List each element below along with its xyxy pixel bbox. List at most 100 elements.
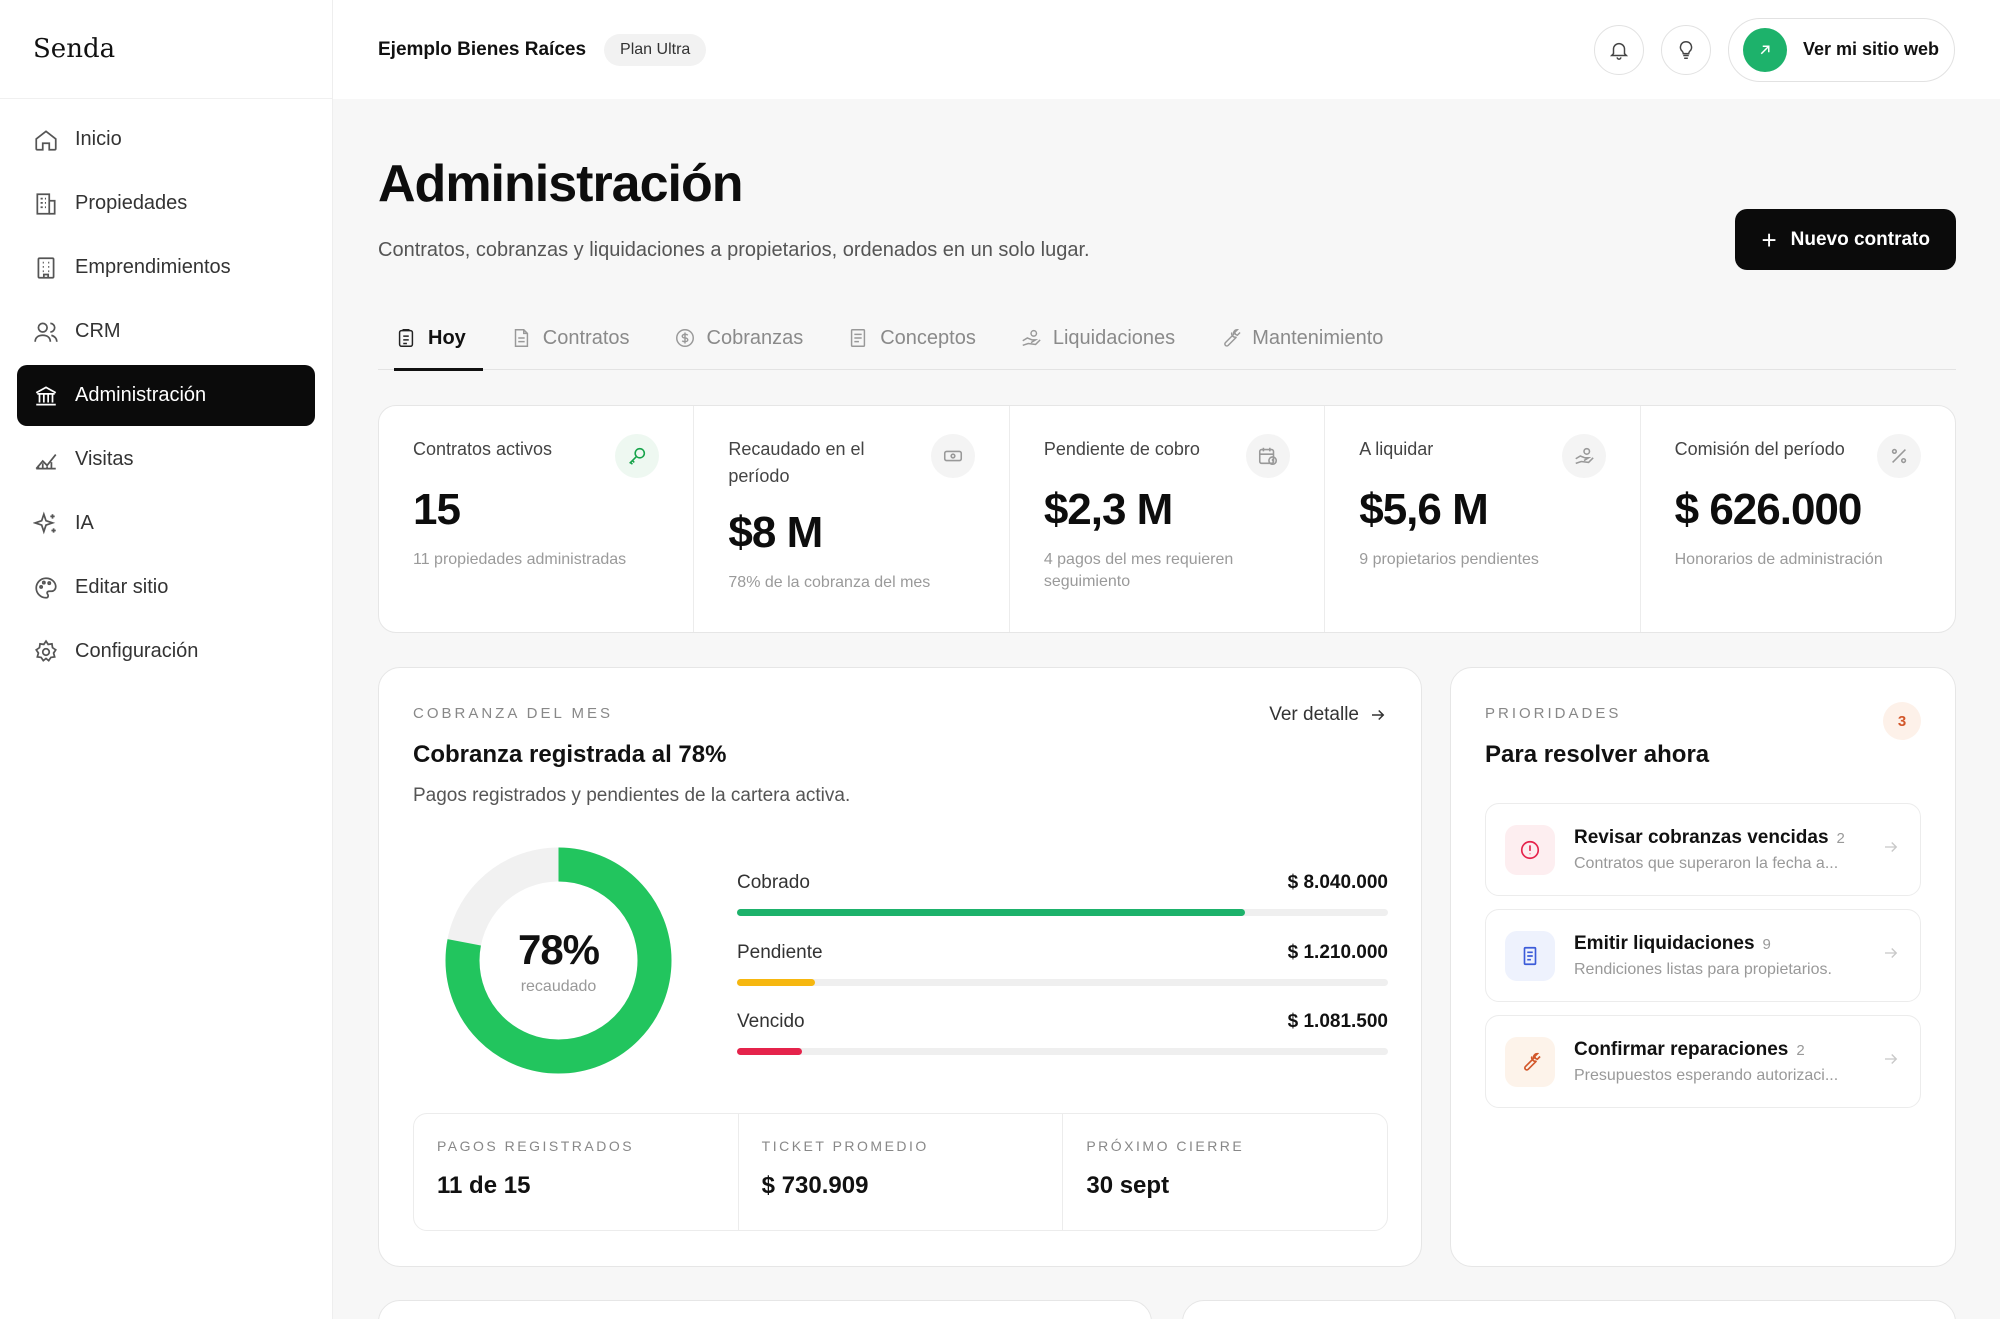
sidebar-item-editar-sitio[interactable]: Editar sitio bbox=[17, 557, 315, 618]
kpi-label: A liquidar bbox=[1359, 439, 1434, 459]
tab-conceptos[interactable]: Conceptos bbox=[830, 307, 993, 370]
bar-track bbox=[737, 1048, 1388, 1055]
stat-pagos-registrados: PAGOS REGISTRADOS 11 de 15 bbox=[414, 1114, 739, 1230]
next-card-peek bbox=[378, 1300, 1152, 1319]
task-count: 2 bbox=[1796, 1041, 1805, 1059]
clipboard-icon bbox=[398, 329, 414, 347]
kpi-note: 9 propietarios pendientes bbox=[1359, 551, 1539, 568]
arrow-right-icon bbox=[1372, 709, 1385, 721]
view-site-button[interactable]: Ver mi sitio web bbox=[1727, 17, 1955, 82]
tab-label: Mantenimiento bbox=[1252, 326, 1384, 349]
bar-cobrado: Cobrado $ 8.040.000 bbox=[737, 872, 1388, 916]
task-emitir-liquidaciones[interactable]: Emitir liquidaciones 9 Rendiciones listas… bbox=[1485, 909, 1921, 1002]
sidebar-item-label: Configuración bbox=[75, 640, 199, 662]
task-body: Confirmar reparaciones 2 Presupuestos esp… bbox=[1574, 1039, 1882, 1085]
kpi-label: Comisión del período bbox=[1674, 439, 1845, 459]
tab-liquidaciones[interactable]: Liquidaciones bbox=[1003, 307, 1192, 370]
tab-mantenimiento[interactable]: Mantenimiento bbox=[1202, 307, 1400, 370]
stat-value: 11 de 15 bbox=[437, 1172, 531, 1199]
stat-label: PRÓXIMO CIERRE bbox=[1086, 1138, 1245, 1154]
bar-fill bbox=[737, 1048, 803, 1055]
document-icon bbox=[514, 329, 528, 347]
kpi-card: Recaudado en el período $8 M 78% de la c… bbox=[694, 406, 1010, 632]
arrow-right-icon bbox=[1882, 944, 1900, 967]
stat-value: 30 sept bbox=[1086, 1172, 1170, 1199]
sidebar-item-label: Visitas bbox=[75, 448, 134, 470]
prioridades-card: PRIORIDADES Para resolver ahora 3 Revisa… bbox=[1450, 667, 1956, 1267]
progress-donut bbox=[445, 847, 672, 1074]
notifications-button[interactable] bbox=[1593, 24, 1644, 75]
kpi-label: Contratos activos bbox=[413, 439, 553, 459]
tab-label: Conceptos bbox=[880, 326, 976, 349]
sidebar-item-visitas[interactable]: Visitas bbox=[17, 429, 315, 490]
hand-coins-icon bbox=[1561, 434, 1606, 478]
cobranza-stats: PAGOS REGISTRADOS 11 de 15 TICKET PROMED… bbox=[413, 1113, 1388, 1231]
sidebar-item-label: Administración bbox=[75, 384, 207, 406]
task-title-text: Revisar cobranzas vencidas bbox=[1574, 826, 1829, 848]
plan-badge: Plan Ultra bbox=[604, 33, 707, 66]
brand-logo[interactable]: Senda bbox=[0, 0, 332, 99]
ver-detalle-link[interactable]: Ver detalle bbox=[1269, 704, 1387, 726]
bar-amount: $ 8.040.000 bbox=[1287, 872, 1388, 893]
users-icon bbox=[34, 321, 58, 342]
wrench-icon bbox=[1505, 1036, 1555, 1087]
bar-track bbox=[737, 909, 1388, 916]
kpi-value: $ 626.000 bbox=[1674, 485, 1863, 534]
kpi-strip: Contratos activos 15 11 propiedades admi… bbox=[378, 405, 1956, 633]
task-count: 2 bbox=[1836, 829, 1845, 847]
kpi-note: 11 propiedades administradas bbox=[413, 551, 627, 568]
kpi-note: Honorarios de administración bbox=[1674, 551, 1883, 568]
sidebar-item-label: Inicio bbox=[75, 128, 122, 150]
home-icon bbox=[35, 129, 57, 151]
bar-pendiente: Pendiente $ 1.210.000 bbox=[737, 942, 1388, 986]
bar-name: Cobrado bbox=[737, 872, 810, 893]
arrow-right-icon bbox=[1882, 838, 1900, 861]
sidebar-item-inicio[interactable]: Inicio bbox=[17, 109, 315, 170]
stat-label: TICKET PROMEDIO bbox=[761, 1138, 929, 1154]
page-title: Administración bbox=[378, 155, 743, 213]
new-contract-button[interactable]: + Nuevo contrato bbox=[1735, 209, 1956, 270]
sidebar-item-label: Emprendimientos bbox=[75, 256, 231, 278]
sidebar-item-administracion[interactable]: Administración bbox=[17, 365, 315, 426]
tab-label: Hoy bbox=[428, 326, 466, 349]
percent-icon bbox=[1877, 434, 1922, 478]
arrow-right-icon bbox=[1882, 1050, 1900, 1073]
task-revisar-cobranzas[interactable]: Revisar cobranzas vencidas 2 Contratos qu… bbox=[1485, 803, 1921, 896]
view-site-label: Ver mi sitio web bbox=[1802, 39, 1939, 59]
kpi-card: Pendiente de cobro $2,3 M 4 pagos del me… bbox=[1010, 406, 1326, 632]
external-link-icon bbox=[1742, 27, 1787, 72]
tab-contratos[interactable]: Contratos bbox=[493, 307, 647, 370]
ver-detalle-label: Ver detalle bbox=[1269, 704, 1359, 725]
task-title: Revisar cobranzas vencidas 2 bbox=[1574, 827, 1882, 849]
kpi-card: Contratos activos 15 11 propiedades admi… bbox=[379, 406, 695, 632]
tips-button[interactable] bbox=[1660, 24, 1711, 75]
kpi-value: $5,6 M bbox=[1359, 485, 1489, 534]
building-icon bbox=[36, 192, 56, 215]
donut-center: 78% recaudado bbox=[445, 847, 672, 1074]
sidebar-item-configuracion[interactable]: Configuración bbox=[17, 621, 315, 682]
new-contract-label: Nuevo contrato bbox=[1790, 228, 1930, 250]
sidebar-item-propiedades[interactable]: Propiedades bbox=[17, 173, 315, 234]
sidebar-item-crm[interactable]: CRM bbox=[17, 301, 315, 362]
chart-line-icon bbox=[35, 453, 57, 470]
tab-cobranzas[interactable]: Cobranzas bbox=[657, 307, 821, 370]
task-description: Presupuestos esperando autorizaci... bbox=[1574, 1066, 1839, 1084]
bar-amount: $ 1.210.000 bbox=[1287, 942, 1388, 963]
task-confirmar-reparaciones[interactable]: Confirmar reparaciones 2 Presupuestos esp… bbox=[1485, 1015, 1921, 1108]
sidebar-item-ia[interactable]: IA bbox=[17, 493, 315, 554]
bar-name: Pendiente bbox=[737, 942, 823, 963]
plus-icon: + bbox=[1761, 224, 1777, 255]
company-name: Ejemplo Bienes Raíces bbox=[378, 38, 587, 60]
tab-hoy[interactable]: Hoy bbox=[378, 307, 483, 371]
sidebar-item-label: IA bbox=[75, 512, 94, 534]
stat-label: PAGOS REGISTRADOS bbox=[437, 1138, 635, 1154]
tab-label: Cobranzas bbox=[706, 326, 804, 349]
topbar-actions: Ver mi sitio web bbox=[1593, 17, 1955, 82]
stat-ticket-promedio: TICKET PROMEDIO $ 730.909 bbox=[739, 1114, 1064, 1230]
kpi-value: 15 bbox=[413, 485, 461, 534]
cobranza-title: Cobranza registrada al 78% bbox=[413, 741, 727, 768]
task-title-text: Emitir liquidaciones bbox=[1574, 932, 1755, 954]
cobranza-subtitle: Pagos registrados y pendientes de la car… bbox=[413, 785, 851, 806]
tab-label: Contratos bbox=[542, 326, 630, 349]
sidebar-item-emprendimientos[interactable]: Emprendimientos bbox=[17, 237, 315, 298]
